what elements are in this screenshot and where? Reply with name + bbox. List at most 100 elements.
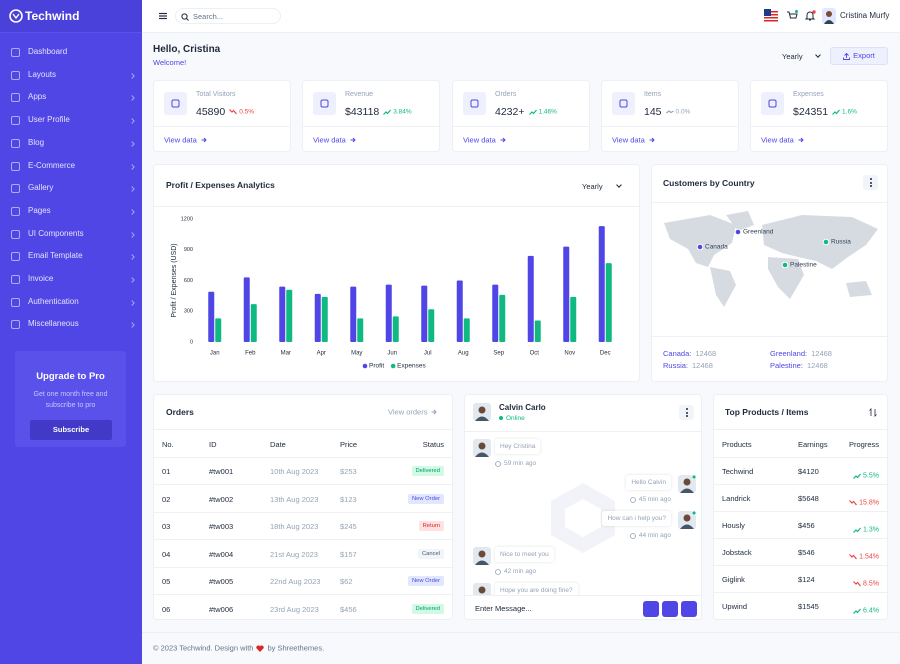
avatar-head — [478, 406, 486, 414]
watermark — [551, 483, 615, 553]
x-tick-label: Apr — [317, 351, 326, 357]
view-data-link[interactable]: View data — [313, 135, 356, 145]
view-data-link[interactable]: View data — [164, 135, 207, 145]
message-input-bar: Enter Message... — [465, 595, 701, 619]
order-cell: 21st Aug 2023 — [270, 549, 318, 559]
orders-card: Orders View orders No. ID Date Price Status 01 #… — [153, 394, 453, 620]
menu-label: Email Template — [28, 251, 83, 261]
subscribe-button[interactable]: Subscribe — [30, 420, 112, 440]
more-button[interactable] — [679, 405, 694, 420]
menu-label: Apps — [28, 92, 47, 102]
sidebar: Techwind Dashboard Layouts Apps User Profile… — [0, 0, 142, 664]
menu-item[interactable]: User Profile — [0, 114, 142, 128]
link-text: View data — [612, 135, 645, 145]
clock — [495, 460, 501, 467]
period-value: Yearly — [782, 52, 803, 61]
menu-item[interactable]: Invoice — [0, 273, 142, 287]
bar — [350, 286, 357, 342]
avatar-body — [475, 560, 489, 565]
menu-item[interactable]: Dashboard — [0, 46, 142, 60]
trend-line — [665, 110, 674, 114]
notification-icon[interactable] — [804, 10, 816, 22]
row-divider — [154, 594, 452, 595]
arrow-icon — [798, 137, 804, 143]
menu-icon — [11, 206, 20, 216]
view-orders-link[interactable]: View orders — [388, 407, 438, 417]
product-progress: 1.54% — [845, 548, 879, 566]
brand-bar — [0, 0, 142, 33]
menu-item[interactable]: Authentication — [0, 296, 142, 310]
link-text: View data — [164, 135, 197, 145]
order-cell: $245 — [340, 522, 357, 531]
y-tick-label: 600 — [184, 278, 193, 284]
message-bubble: Hope you are doing fine? — [495, 583, 578, 598]
search-placeholder: Search... — [193, 12, 224, 21]
trend-line — [528, 109, 537, 115]
product-name: Landrick — [722, 494, 751, 503]
menu-icon — [11, 275, 20, 284]
menu-icon — [11, 48, 20, 57]
search-box[interactable]: Search... — [175, 8, 281, 24]
bell-badge — [812, 10, 816, 14]
trend-icon — [853, 527, 861, 533]
menu-toggle[interactable] — [159, 12, 167, 20]
order-cell: 03 — [162, 522, 171, 531]
view-data-link[interactable]: View data — [463, 135, 506, 145]
cart-icon[interactable] — [786, 10, 798, 22]
row-divider — [154, 457, 452, 458]
menu-chevron — [129, 118, 135, 124]
view-data-link[interactable]: View data — [612, 135, 655, 145]
view-data-link[interactable]: View data — [761, 135, 804, 145]
export-label: Export — [853, 51, 875, 61]
row-divider — [154, 566, 452, 568]
menu-item[interactable]: E-Commerce — [0, 160, 142, 174]
order-cell: #tw003 — [209, 522, 234, 531]
message-input[interactable]: Enter Message... — [475, 604, 532, 613]
arrow — [201, 137, 207, 143]
menu-label: Dashboard — [28, 47, 68, 56]
copyright: © 2023 Techwind. Design with — [153, 643, 254, 653]
x-tick-label: Mar — [281, 351, 291, 357]
period-select[interactable]: Yearly — [774, 47, 826, 65]
menu-item[interactable]: Apps — [0, 91, 142, 105]
page-subtitle: Welcome! — [153, 58, 187, 67]
order-cell: $157 — [340, 549, 357, 559]
more-button[interactable] — [863, 175, 878, 190]
bar — [421, 285, 428, 342]
menu-item[interactable]: Email Template — [0, 250, 142, 264]
chart-period-select[interactable]: Yearly — [576, 177, 628, 195]
chat-action-button[interactable] — [662, 601, 678, 617]
map-marker — [696, 243, 704, 251]
chat-action-button[interactable] — [681, 601, 697, 617]
menu-item[interactable]: Gallery — [0, 182, 142, 196]
y-tick-label: 900 — [184, 247, 193, 253]
chat-action-button[interactable] — [643, 601, 659, 617]
language-flag[interactable] — [764, 9, 778, 23]
user-name[interactable]: Cristina Murfy — [840, 11, 890, 20]
status-text: Online — [506, 415, 525, 422]
bar — [598, 226, 605, 342]
product-earnings: $546 — [798, 548, 815, 557]
bar — [534, 320, 541, 342]
dot — [869, 178, 872, 180]
menu-item[interactable]: Layouts — [0, 69, 142, 83]
export-button[interactable]: Export — [830, 47, 888, 65]
menu-item[interactable]: UI Components — [0, 228, 142, 242]
menu-item[interactable]: Pages — [0, 205, 142, 219]
arrow — [649, 137, 655, 143]
menu-item[interactable]: Miscellaneous — [0, 318, 142, 332]
sort-button[interactable] — [869, 408, 877, 417]
period-value: Yearly — [582, 182, 603, 191]
trend-line — [853, 527, 861, 533]
chart: 0 300 600 900 1200 Profit / Expenses (USD) Jan… — [171, 216, 612, 370]
map-region — [710, 267, 736, 307]
menu-item[interactable]: Blog — [0, 137, 142, 151]
clock — [629, 496, 636, 503]
menu-label: Authentication — [28, 296, 79, 306]
progress-value: 1.54% — [859, 553, 879, 561]
column-header: Date — [270, 440, 286, 449]
country-name: Canada: — [663, 349, 692, 358]
x-tick-label: Jun — [387, 351, 397, 357]
menu-label: Gallery — [28, 183, 54, 193]
bar — [314, 293, 321, 342]
